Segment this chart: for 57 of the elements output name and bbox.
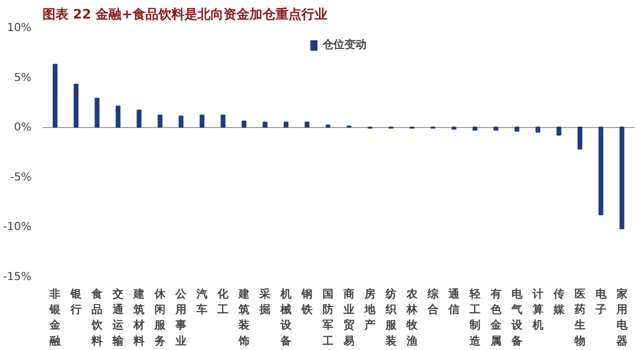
x-tick-label: 农林牧渔 xyxy=(405,288,418,348)
x-tick-label: 银行 xyxy=(70,288,83,316)
x-tick-label: 休闲服务 xyxy=(154,288,167,348)
x-tick-label: 机械设备 xyxy=(280,288,293,348)
x-tick-label: 食品饮料 xyxy=(90,288,104,348)
bar xyxy=(136,110,142,128)
x-tick-label: 纺织服装 xyxy=(384,288,398,348)
x-tick-label: 非银金融 xyxy=(48,288,62,348)
x-tick-label: 房地产 xyxy=(363,288,376,332)
x-tick-label: 计算机 xyxy=(531,288,544,332)
y-tick-label: -5% xyxy=(10,170,32,184)
bar xyxy=(304,122,310,128)
y-tick-label: -15% xyxy=(3,270,32,283)
x-tick-label: 综合 xyxy=(426,288,440,316)
x-tick-label: 钢铁 xyxy=(300,288,314,316)
x-tick-label: 商业贸易 xyxy=(342,288,354,348)
x-tick-label: 采掘 xyxy=(258,288,271,316)
bar xyxy=(158,114,162,128)
bar xyxy=(556,126,562,136)
bar xyxy=(52,64,58,128)
bar xyxy=(94,98,100,128)
y-tick-label: 5% xyxy=(14,70,32,84)
x-tick-label: 化工 xyxy=(216,288,230,316)
x-tick-label: 汽车 xyxy=(196,288,208,316)
bar xyxy=(598,126,604,216)
x-tick-label: 家用电器 xyxy=(615,288,628,348)
x-tick-label: 有色金属 xyxy=(489,288,502,348)
x-tick-label: 建筑材料 xyxy=(132,288,145,348)
bar xyxy=(116,106,120,128)
bar xyxy=(620,126,624,230)
x-tick-label: 建筑装饰 xyxy=(238,288,250,348)
legend-label: 仓位变动 xyxy=(322,37,366,52)
x-tick-label: 国防军工 xyxy=(322,288,334,348)
bar xyxy=(514,126,520,132)
bar xyxy=(262,122,268,128)
bar xyxy=(472,126,478,131)
x-tick-label: 电气设备 xyxy=(510,288,524,348)
x-tick-label: 公用事业 xyxy=(174,288,188,348)
bar xyxy=(494,126,498,131)
x-tick-label: 通信 xyxy=(447,288,460,316)
x-tick-label: 传媒 xyxy=(552,288,566,316)
y-tick-label: 10% xyxy=(7,21,32,34)
bar xyxy=(242,120,246,128)
y-tick-label: 0% xyxy=(14,120,32,134)
x-tick-label: 轻工制造 xyxy=(468,288,482,348)
bar xyxy=(178,116,184,128)
bar xyxy=(578,126,582,150)
bar xyxy=(74,84,78,128)
x-tick-label: 医药生物 xyxy=(573,288,586,348)
y-tick-label: -10% xyxy=(3,220,32,234)
bar xyxy=(536,126,540,133)
bar xyxy=(284,122,288,128)
chart-title: 图表 22 金融+食品饮料是北向资金加仓重点行业 xyxy=(42,6,328,22)
x-tick-label: 交通运输 xyxy=(112,288,125,348)
x-tick-label: 电子 xyxy=(594,288,608,316)
bar xyxy=(220,114,226,128)
bar xyxy=(200,114,204,128)
